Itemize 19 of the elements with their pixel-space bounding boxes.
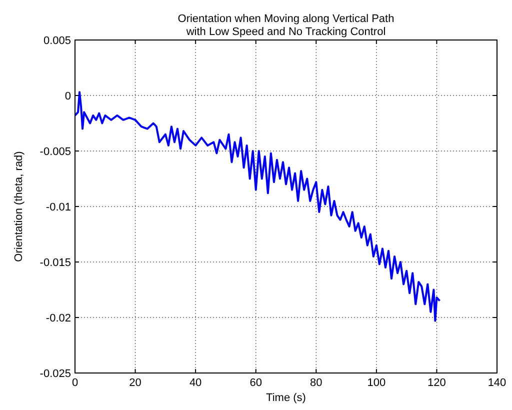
x-tick-label: 60 xyxy=(250,377,262,389)
x-tick-label: 120 xyxy=(428,377,446,389)
x-tick-label: 0 xyxy=(72,377,78,389)
line-series xyxy=(74,91,441,322)
y-tick-label: 0 xyxy=(64,90,71,102)
y-axis-title: Orientation (theta, rad) xyxy=(13,151,25,262)
y-tick-label: -0.02 xyxy=(46,312,71,324)
x-tick-label: 140 xyxy=(488,377,506,389)
y-tick-label: -0.005 xyxy=(40,146,71,158)
y-tick-label: -0.025 xyxy=(40,368,71,380)
chart-title: Orientation when Moving along Vertical Path with Low Speed and No Tracking Control xyxy=(178,13,394,38)
x-tick-label: 40 xyxy=(189,377,202,389)
y-tick-label: 0.005 xyxy=(43,35,71,47)
x-tick-label: 80 xyxy=(310,377,322,389)
x-tick-label: 100 xyxy=(367,377,386,389)
x-axis-title: Time (s) xyxy=(266,392,306,404)
y-tick-label: -0.01 xyxy=(46,202,71,214)
y-tick-label: -0.015 xyxy=(40,257,71,269)
x-tick-label: 20 xyxy=(129,377,142,389)
